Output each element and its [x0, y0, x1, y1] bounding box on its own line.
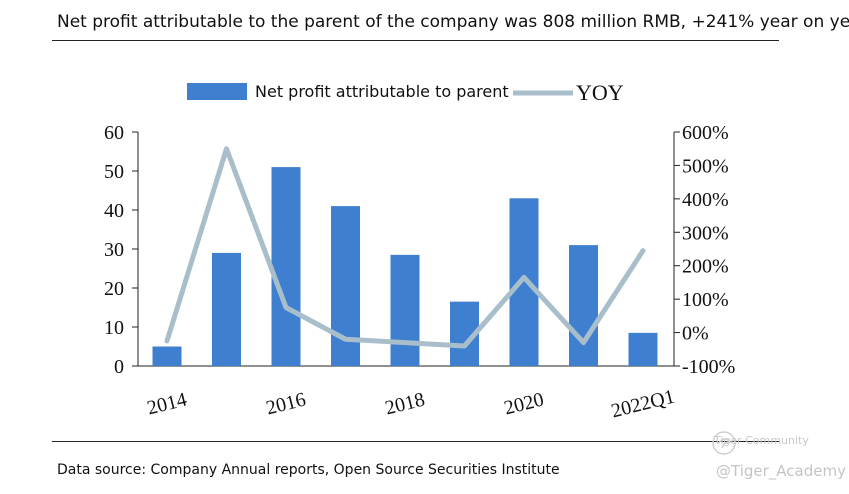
- right-tick-label: 400%: [682, 189, 729, 211]
- tiger-logo-icon: [712, 431, 736, 455]
- watermark-community: Tiger Community: [714, 434, 809, 447]
- bar: [628, 332, 658, 366]
- right-tick-label: 300%: [682, 222, 729, 244]
- x-tick-label: 2014: [145, 388, 189, 419]
- legend-line-label: YOY: [576, 80, 624, 105]
- legend-bar-label: Net profit attributable to parent: [255, 82, 509, 101]
- right-tick-label: -100%: [682, 356, 735, 378]
- source-note: Data source: Company Annual reports, Ope…: [57, 462, 560, 478]
- right-tick-label: 100%: [682, 289, 729, 311]
- x-tick-label: 2016: [264, 388, 308, 419]
- left-tick-label: 50: [104, 161, 124, 183]
- x-ticks: 2014 2016 2018 2020 2022Q1: [145, 386, 677, 423]
- left-tick-label: 40: [104, 200, 124, 222]
- right-tick-label: 600%: [682, 122, 729, 144]
- x-tick-label: 2020: [502, 388, 546, 419]
- bar: [569, 245, 598, 366]
- legend-bar-swatch: [187, 83, 247, 100]
- left-tick-label: 60: [104, 122, 124, 144]
- bar-series: [152, 167, 658, 366]
- watermark-handle: @Tiger_Academy: [716, 462, 846, 480]
- right-tick-label: 200%: [682, 256, 729, 278]
- right-tick-label: 500%: [682, 155, 729, 177]
- title-divider: [52, 40, 779, 41]
- page-title: Net profit attributable to the parent of…: [57, 12, 849, 32]
- left-tick-label: 30: [104, 239, 124, 261]
- bar: [152, 346, 182, 366]
- footer-divider: [52, 441, 779, 442]
- bar: [212, 252, 241, 366]
- right-tick-label: 0%: [682, 323, 709, 345]
- right-y-ticks: -100% 0% 100% 200% 300% 400% 500% 600%: [674, 122, 735, 378]
- yoy-series: [164, 146, 646, 349]
- left-y-ticks: 0 10 20 30 40 50 60: [104, 122, 138, 378]
- left-tick-label: 0: [114, 356, 124, 378]
- left-tick-label: 20: [104, 278, 124, 300]
- bar: [271, 167, 301, 366]
- x-tick-label: 2018: [383, 388, 427, 419]
- left-tick-label: 10: [104, 317, 124, 339]
- bar: [390, 254, 420, 366]
- x-tick-label: 2022Q1: [609, 386, 677, 423]
- bar: [509, 198, 539, 366]
